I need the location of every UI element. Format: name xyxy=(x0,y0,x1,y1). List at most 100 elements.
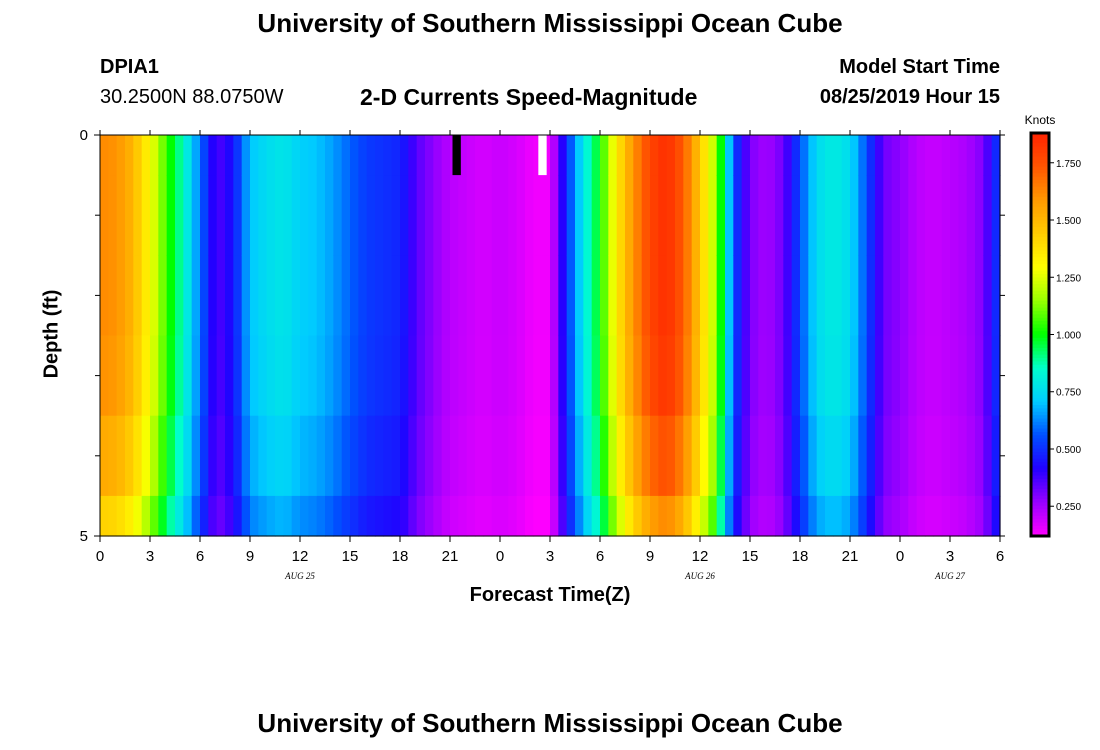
heatmap-cell xyxy=(425,335,434,417)
heatmap-cell xyxy=(191,335,201,417)
heatmap-cell xyxy=(575,335,584,417)
x-tick-label: 15 xyxy=(342,548,359,565)
heatmap-cell xyxy=(133,175,143,256)
footer-title: University of Southern Mississippi Ocean… xyxy=(257,708,843,738)
heatmap-cell xyxy=(400,495,409,537)
colorbar-segment xyxy=(1031,317,1049,322)
heatmap-cell xyxy=(716,255,726,337)
heatmap-cell xyxy=(900,175,909,256)
heatmap-cell xyxy=(616,135,626,176)
heatmap-cell xyxy=(158,415,168,497)
heatmap-cell xyxy=(508,415,518,497)
heatmap-cell xyxy=(791,135,801,176)
heatmap-cell xyxy=(483,415,493,497)
heatmap-cell xyxy=(491,135,501,176)
heatmap-cell xyxy=(125,335,134,417)
colorbar-segment xyxy=(1031,482,1049,487)
heatmap-cell xyxy=(333,495,343,537)
heatmap-cell xyxy=(616,415,626,497)
heatmap-cell xyxy=(633,415,643,497)
heatmap-cell xyxy=(308,335,318,417)
heatmap-cell xyxy=(258,135,268,176)
heatmap-cell xyxy=(441,415,451,497)
y-tick-label: 0 xyxy=(80,127,88,144)
heatmap-cell xyxy=(458,135,468,176)
heatmap-cell xyxy=(458,175,468,256)
date-label: AUG 25 xyxy=(284,571,315,581)
heatmap-cell xyxy=(941,335,951,417)
heatmap-cell xyxy=(575,415,584,497)
heatmap-cell xyxy=(500,495,509,537)
heatmap-cell xyxy=(691,135,701,176)
heatmap-cell xyxy=(358,495,368,537)
colorbar-segment xyxy=(1031,435,1049,440)
x-tick-label: 12 xyxy=(692,548,709,565)
station-coordinates: 30.2500N 88.0750W xyxy=(100,86,284,108)
heatmap-cell xyxy=(891,175,901,256)
heatmap-cell xyxy=(350,255,359,337)
heatmap-cell xyxy=(591,175,601,256)
heatmap-cell xyxy=(766,175,776,256)
heatmap-cell xyxy=(175,255,184,337)
colorbar-segment xyxy=(1031,462,1049,467)
heatmap-cell xyxy=(150,495,159,537)
heatmap-cell xyxy=(991,175,1001,256)
heatmap-cell xyxy=(708,175,718,256)
heatmap-cell xyxy=(225,255,234,337)
heatmap-cell xyxy=(766,415,776,497)
heatmap-cell xyxy=(316,495,326,537)
heatmap-cell xyxy=(458,415,468,497)
colorbar-segment xyxy=(1031,428,1049,433)
heatmap-cell xyxy=(566,335,576,417)
heatmap-cell xyxy=(541,175,551,256)
heatmap-cell xyxy=(275,135,284,176)
heatmap-cell xyxy=(433,175,443,256)
heatmap-cell xyxy=(925,135,934,176)
heatmap-cell xyxy=(358,135,368,176)
heatmap-cell xyxy=(541,335,551,417)
heatmap-cell xyxy=(725,135,734,176)
heatmap-cell xyxy=(408,495,418,537)
heatmap-cell xyxy=(666,135,676,176)
heatmap-cell xyxy=(975,175,984,256)
heatmap-cell xyxy=(141,255,151,337)
heatmap-cell xyxy=(691,495,701,537)
heatmap-cell xyxy=(491,335,501,417)
heatmap-cell xyxy=(316,135,326,176)
heatmap-cell xyxy=(133,255,143,337)
heatmap-cell xyxy=(925,415,934,497)
heatmap-cell xyxy=(933,415,943,497)
x-tick-label: 6 xyxy=(996,548,1004,565)
heatmap-cell xyxy=(941,135,951,176)
heatmap-cell xyxy=(325,335,334,417)
heatmap-cell xyxy=(116,175,126,256)
heatmap-cell xyxy=(825,415,834,497)
heatmap-cell xyxy=(291,255,301,337)
heatmap-cell xyxy=(916,415,926,497)
colorbar-segment xyxy=(1031,418,1049,423)
heatmap-cell xyxy=(133,415,143,497)
heatmap-cell xyxy=(241,255,251,337)
heatmap-cell xyxy=(383,135,393,176)
x-axis: 0 3 6 9 12 15 18 21 0 3 6 9 12 15 18 21 0 3 6 AUG 25 AUG 26 A… xyxy=(96,130,1004,581)
heatmap-cell xyxy=(325,415,334,497)
heatmap-cell xyxy=(283,335,293,417)
colorbar-segment xyxy=(1031,237,1049,242)
heatmap-cell xyxy=(941,495,951,537)
heatmap-cell xyxy=(358,255,368,337)
heatmap-cell xyxy=(100,495,109,537)
colorbar-segment xyxy=(1031,388,1049,393)
heatmap-cell xyxy=(966,175,976,256)
heatmap-cell xyxy=(700,135,709,176)
heatmap-cell xyxy=(350,415,359,497)
colorbar-segment xyxy=(1031,411,1049,416)
heatmap-cell xyxy=(808,495,818,537)
heatmap-cell xyxy=(266,175,276,256)
heatmap-cell xyxy=(583,255,593,337)
heatmap-cell xyxy=(458,495,468,537)
heatmap-cell xyxy=(750,175,759,256)
heatmap-cell xyxy=(933,135,943,176)
heatmap-cell xyxy=(766,335,776,417)
colorbar-segment xyxy=(1031,327,1049,332)
heatmap-cell xyxy=(250,135,259,176)
